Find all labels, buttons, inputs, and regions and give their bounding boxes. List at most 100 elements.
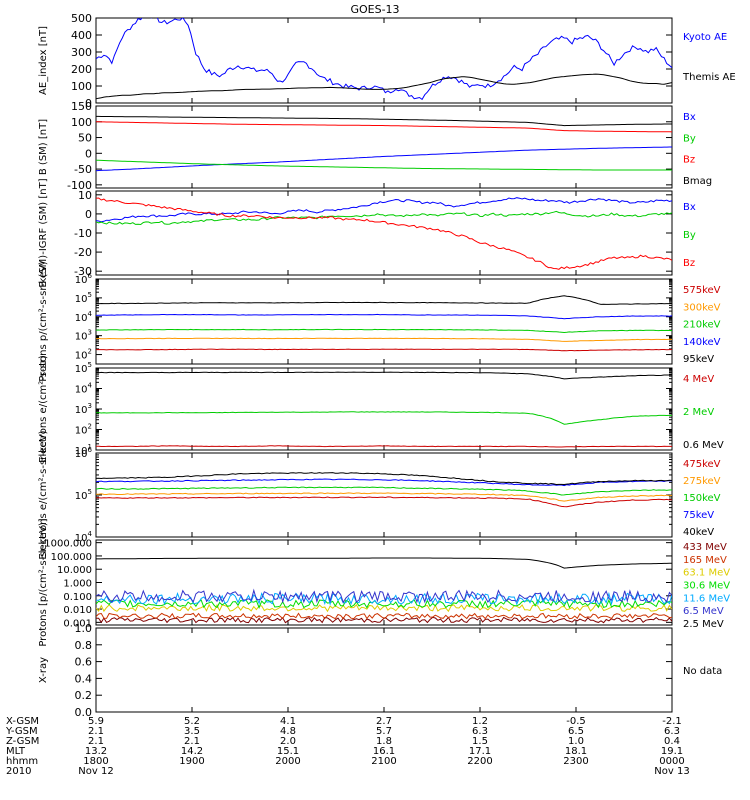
footer-value: 15.1 [277, 746, 299, 757]
footer-value: Nov 12 [78, 766, 113, 777]
legend-label: Bz [683, 258, 695, 269]
legend-label: 11.6 MeV [683, 593, 730, 604]
series-line-95kev [96, 295, 672, 305]
y-axis-label: Protons [p/(cm²-s-sr-keV)] [38, 518, 49, 646]
y-tick-label: 0 [85, 208, 92, 221]
footer-value: 1.8 [376, 736, 392, 747]
figure-title: GOES-13 [350, 3, 399, 16]
legend-label: 95keV [683, 354, 714, 365]
legend-label: 165 MeV [683, 555, 727, 566]
footer-value: 14.2 [181, 746, 203, 757]
footer-value: 17.1 [469, 746, 491, 757]
y-axis-label: B (SM) [nT] [38, 119, 49, 175]
footer-value: 1900 [179, 756, 204, 767]
series-line-140kev [96, 313, 672, 320]
y-tick-label: 102 [75, 423, 92, 437]
legend: Bx By Bz [683, 202, 696, 269]
y-tick-label: -30 [74, 265, 92, 278]
footer-value: 1800 [83, 756, 108, 767]
y-tick-label: 400 [71, 29, 92, 42]
y-axis-label: X-ray [38, 657, 49, 683]
series-line-0-6-mev [96, 371, 672, 380]
legend-label: 6.5 MeV [683, 606, 724, 617]
y-tick-label: 150 [71, 100, 92, 113]
footer-value: 1.0 [568, 736, 584, 747]
y-tick-label: 50 [78, 132, 92, 145]
footer-value: 5.9 [88, 716, 104, 727]
series-line-40kev [96, 472, 672, 486]
series-line-6-5-mev [96, 588, 672, 604]
legend-label: 75keV [683, 510, 714, 521]
panel-frame [95, 627, 673, 713]
y-tick-label: 0.0 [75, 706, 93, 719]
y-tick-label: -50 [74, 163, 92, 176]
legend-label: Kyoto AE [683, 32, 727, 43]
y-tick-label: 0 [85, 147, 92, 160]
panel-frame [95, 367, 673, 451]
footer-value: 2.1 [184, 736, 200, 747]
series-line-2-mev [96, 411, 672, 425]
orbit-footer: X-GSMY-GSMZ-GSMMLThhmm20105.92.12.113.21… [5, 716, 690, 777]
series-line-by [96, 159, 672, 171]
series-line-63-1-mev [96, 603, 672, 613]
series-line-275kev [96, 492, 672, 502]
series-line-75kev [96, 478, 672, 487]
footer-value: Nov 13 [654, 766, 689, 777]
footer-value: 16.1 [373, 746, 395, 757]
panel-frame [95, 278, 673, 365]
y-tick-label: 100 [71, 80, 92, 93]
panel-7: 0.001 0.010 0.100 1.000 10.000 100.000 1000.00… [38, 518, 730, 646]
y-ticks: 102 103 104 105 106 [75, 272, 672, 362]
y-tick-label: -100 [67, 179, 92, 192]
legend-label: 275keV [683, 476, 721, 487]
footer-value: 3.5 [184, 726, 200, 737]
footer-value: 5.2 [184, 716, 200, 727]
y-tick-label: 100.000 [51, 552, 92, 563]
panel-frame [95, 452, 673, 538]
y-tick-label: 0.100 [63, 592, 92, 603]
y-tick-label: 0.010 [63, 605, 92, 616]
series-group [96, 557, 672, 624]
y-axis-label: Protons p/(cm²-s-sr-keV) [38, 261, 49, 382]
footer-row-label: hhmm [6, 756, 38, 767]
series-group [96, 115, 672, 172]
y-tick-label: 100 [71, 116, 92, 129]
series-line-bmag [96, 115, 672, 127]
footer-value: -2.1 [662, 716, 682, 727]
panel-frame [95, 539, 673, 626]
footer-row-label: MLT [6, 746, 26, 757]
series-line-210kev [96, 328, 672, 334]
y-tick-label: 1.000 [63, 579, 92, 590]
y-tick-label: 0 [85, 97, 92, 110]
legend: Kyoto AE Themis AE [682, 32, 736, 83]
y-axis-label: Electrons e/(cm²-s-sr) [38, 355, 49, 463]
y-tick-label: -10 [74, 227, 92, 240]
legend-label: 30.6 MeV [683, 581, 730, 592]
y-tick-label: 0.8 [75, 639, 93, 652]
y-tick-label: 0.001 [63, 618, 92, 629]
y-tick-label: 101 [75, 443, 92, 457]
series-group [96, 371, 672, 448]
y-tick-label: 106 [75, 446, 93, 460]
legend-label: Bx [683, 112, 696, 123]
legend-label: 4 MeV [683, 374, 714, 385]
legend: Bx By Bz Bmag [683, 112, 712, 187]
series-line-kyoto-ae [96, 18, 672, 101]
y-tick-label: 0.2 [75, 689, 93, 702]
footer-value: -0.5 [566, 716, 586, 727]
y-tick-label: 0.4 [75, 672, 93, 685]
footer-value: 6.3 [472, 726, 488, 737]
y-axis-label: B (SM)-IGRF (SM) [nT] [38, 178, 49, 287]
legend-label: Bmag [683, 176, 712, 187]
series-group [96, 197, 672, 270]
y-tick-label: 1000.000 [44, 539, 92, 550]
series-line-300kev [96, 337, 672, 342]
y-tick-label: 104 [75, 382, 93, 396]
panel-5: 101 102 103 104 105 Electrons e/(cm²-s-sr) 4 M… [38, 355, 724, 463]
legend-label: 63.1 MeV [683, 568, 730, 579]
legend: 4 MeV 2 MeV 0.6 MeV [683, 374, 724, 451]
footer-value: 6.5 [568, 726, 584, 737]
series-group [96, 472, 672, 508]
legend-label: By [683, 230, 696, 241]
